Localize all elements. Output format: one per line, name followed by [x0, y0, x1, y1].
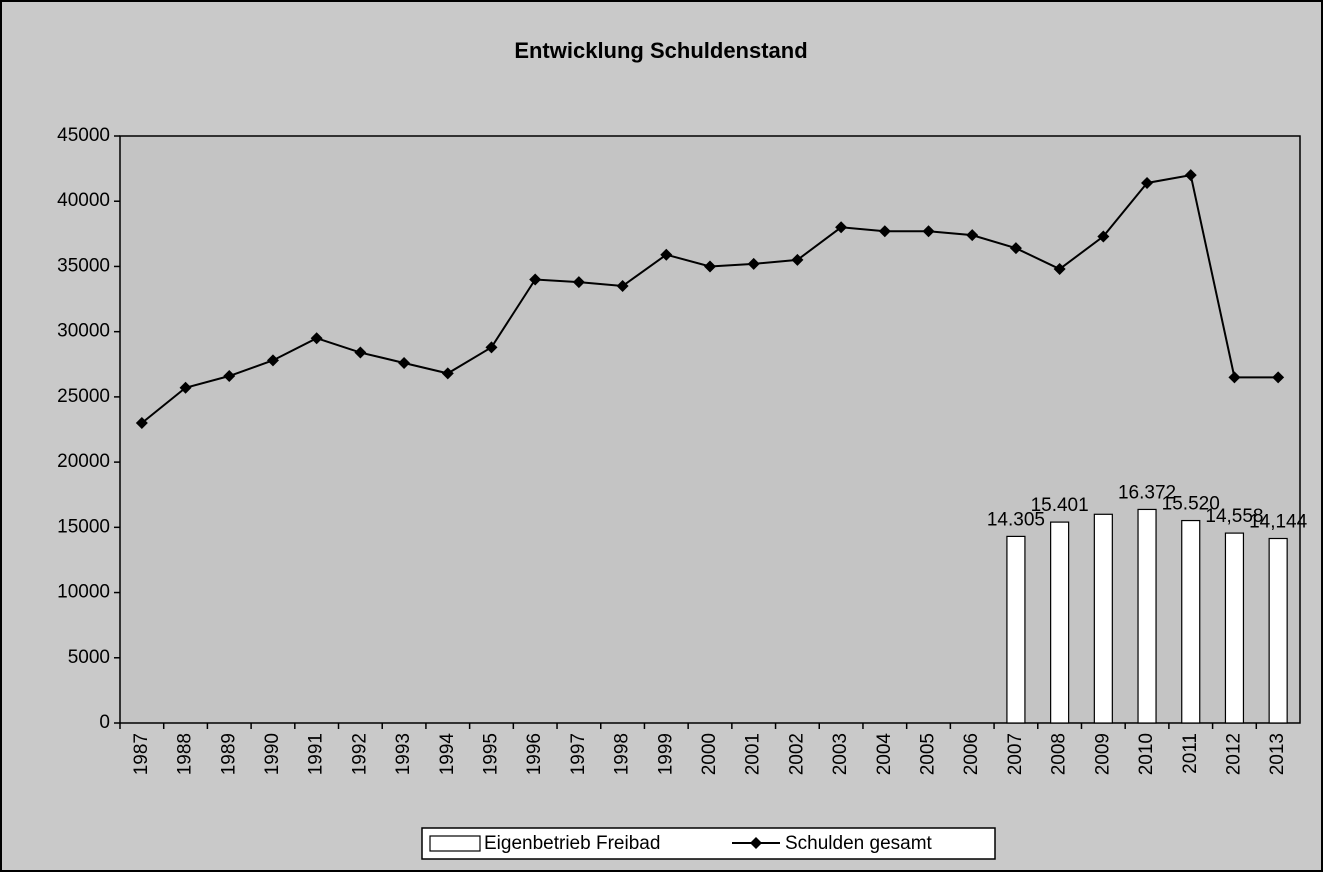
x-tick-label: 1998	[612, 733, 633, 775]
bar	[1224, 532, 1245, 724]
data-label: 14.305	[987, 509, 1045, 530]
bar	[1050, 521, 1070, 724]
x-tick-label: 1990	[262, 733, 283, 775]
marker	[310, 332, 323, 345]
x-tick-label: 1997	[568, 733, 589, 775]
data-label: 15.520	[1162, 494, 1220, 515]
marker	[616, 280, 629, 293]
y-tick-label: 40000	[57, 190, 110, 211]
marker	[747, 257, 760, 270]
x-tick-label: 2000	[699, 733, 720, 775]
x-tick-label: 2010	[1136, 733, 1157, 775]
legend-label: Eigenbetrieb Freibad	[484, 833, 660, 854]
y-tick-label: 35000	[57, 255, 110, 276]
marker	[485, 341, 498, 354]
bar	[1268, 537, 1288, 724]
y-tick-label: 15000	[57, 516, 110, 537]
x-tick-label: 2013	[1267, 733, 1288, 775]
bar	[1137, 508, 1157, 724]
data-label: 14,558	[1205, 506, 1263, 527]
marker	[1141, 176, 1154, 189]
bar	[1093, 513, 1113, 724]
x-tick-label: 2004	[874, 733, 895, 776]
x-tick-label: 2003	[830, 733, 851, 775]
marker	[354, 346, 367, 359]
legend-label: Schulden gesamt	[785, 833, 933, 854]
marker	[1272, 371, 1285, 384]
marker	[1228, 371, 1241, 384]
x-tick-label: 2007	[1005, 733, 1026, 775]
x-tick-label: 1995	[480, 733, 501, 775]
x-tick-label: 2005	[918, 733, 939, 775]
marker	[1097, 230, 1110, 243]
legend	[421, 827, 996, 860]
x-tick-label: 1992	[349, 733, 370, 775]
marker	[223, 370, 236, 383]
marker	[791, 253, 804, 266]
x-tick-label: 2002	[786, 733, 807, 775]
marker	[1184, 169, 1197, 182]
marker	[398, 356, 411, 369]
x-tick-label: 1989	[218, 733, 239, 775]
x-tick-label: 2009	[1092, 733, 1113, 775]
marker	[922, 225, 935, 238]
x-tick-label: 1991	[306, 733, 327, 775]
bar	[1181, 519, 1201, 724]
x-tick-label: 2006	[961, 733, 982, 775]
x-tick-label: 1994	[437, 733, 458, 776]
marker	[441, 367, 454, 380]
data-label: 14,144	[1249, 512, 1308, 533]
marker	[529, 273, 542, 286]
x-tick-label: 2008	[1049, 733, 1070, 775]
plot-area	[119, 135, 1301, 724]
x-tick-label: 2001	[743, 733, 764, 775]
x-tick-label: 1987	[131, 733, 152, 775]
marker	[1053, 263, 1066, 276]
x-tick-label: 1996	[524, 733, 545, 775]
marker	[835, 221, 848, 234]
marker	[966, 229, 979, 242]
data-label: 15.401	[1031, 495, 1089, 516]
y-tick-label: 5000	[68, 647, 110, 668]
marker	[1009, 242, 1022, 255]
x-tick-label: 2011	[1180, 733, 1201, 774]
marker	[572, 276, 585, 289]
y-tick-label: 20000	[57, 451, 110, 472]
y-tick-label: 0	[99, 712, 110, 733]
x-tick-label: 2012	[1223, 733, 1244, 775]
marker	[704, 260, 716, 273]
data-label: 16.372	[1118, 482, 1176, 503]
x-tick-label: 1999	[655, 733, 676, 775]
x-tick-label: 1993	[393, 733, 414, 775]
marker	[266, 354, 279, 367]
marker	[878, 225, 891, 238]
y-tick-label: 30000	[57, 321, 110, 342]
legend-swatch	[429, 835, 481, 852]
marker	[179, 381, 192, 394]
marker	[135, 416, 148, 429]
x-tick-label: 1988	[175, 733, 196, 775]
y-tick-label: 10000	[57, 582, 110, 603]
marker	[660, 248, 673, 261]
y-tick-label: 25000	[57, 386, 110, 407]
bar	[1006, 535, 1026, 724]
legend-swatch	[750, 837, 762, 849]
chart-title: Entwicklung Schuldenstand	[514, 38, 807, 63]
y-tick-label: 45000	[57, 125, 110, 146]
